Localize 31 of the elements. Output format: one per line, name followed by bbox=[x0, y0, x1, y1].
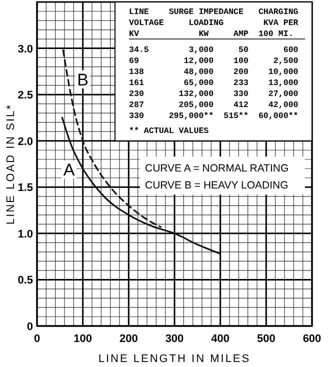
y-tick-label: 1.0 bbox=[18, 228, 33, 240]
annotation: 287 205,000 412 42,000 bbox=[129, 101, 298, 110]
y-tick-label: 2.5 bbox=[18, 90, 33, 102]
x-tick-label: 0 bbox=[34, 333, 40, 345]
annotation: 69 12,000 100 2,500 bbox=[129, 57, 298, 66]
x-tick-label: 100 bbox=[74, 333, 92, 345]
annotation: LINE SURGE IMPEDANCE CHARGING bbox=[129, 8, 298, 17]
annotation: KV KW AMP 100 MI. bbox=[129, 30, 294, 39]
x-axis-title: LINE LENGTH IN MILES bbox=[98, 353, 251, 365]
annotation: 330 295,000** 515** 60,000** bbox=[129, 111, 298, 121]
x-tick-label: 600 bbox=[302, 333, 322, 345]
x-tick-label: 400 bbox=[211, 333, 230, 345]
annotation: ** ACTUAL VALUES bbox=[129, 126, 209, 136]
annotation: 161 65,000 233 13,000 bbox=[129, 79, 298, 88]
y-tick-label: 0.5 bbox=[18, 274, 33, 287]
y-tick-label: 2.0 bbox=[18, 136, 33, 148]
series-label: A bbox=[63, 160, 76, 180]
x-tick-label: 500 bbox=[256, 333, 276, 345]
annotation: CURVE B = HEAVY LOADING bbox=[145, 180, 288, 192]
annotation: 138 48,000 200 10,000 bbox=[129, 68, 298, 77]
x-tick-label: 200 bbox=[119, 333, 138, 345]
annotation: 230 132,000 330 27,000 bbox=[129, 90, 298, 99]
y-tick-label: 3.0 bbox=[18, 43, 33, 56]
annotation: CURVE A = NORMAL RATING bbox=[145, 162, 289, 175]
y-tick-label: 0 bbox=[26, 321, 33, 333]
series-label: B bbox=[77, 70, 88, 90]
y-axis-title: LINE LOAD IN SIL* bbox=[5, 104, 17, 224]
annotation: VOLTAGE LOADING KVA PER bbox=[129, 19, 298, 28]
y-tick-label: 1.5 bbox=[18, 182, 33, 194]
x-tick-label: 300 bbox=[165, 333, 184, 345]
annotation: 34.5 3,000 50 600 bbox=[129, 46, 298, 55]
